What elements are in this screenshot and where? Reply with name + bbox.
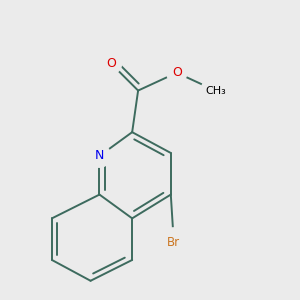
Circle shape bbox=[160, 228, 188, 256]
Text: N: N bbox=[95, 149, 104, 162]
Circle shape bbox=[167, 63, 187, 83]
Text: CH₃: CH₃ bbox=[205, 85, 226, 96]
Circle shape bbox=[201, 76, 230, 105]
Text: Br: Br bbox=[167, 236, 180, 249]
Text: O: O bbox=[172, 66, 182, 79]
Circle shape bbox=[101, 54, 122, 74]
Circle shape bbox=[88, 145, 111, 167]
Text: O: O bbox=[106, 57, 116, 70]
